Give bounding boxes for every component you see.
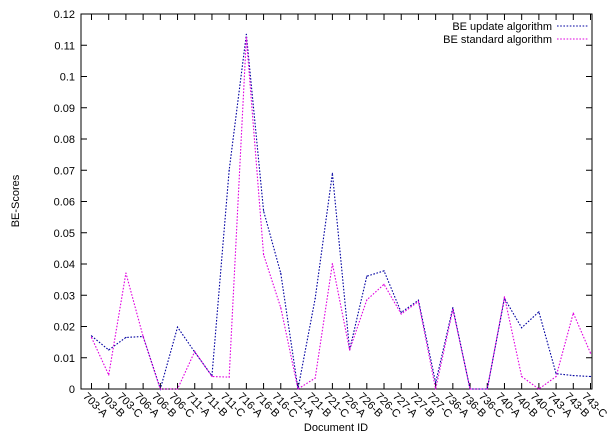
y-tick-label: 0.09	[54, 103, 75, 115]
series-1-point	[331, 172, 333, 174]
series-2-point	[349, 349, 351, 351]
y-tick-label: 0.01	[54, 353, 75, 365]
y-axis-title: BE-Scores	[10, 174, 22, 227]
y-tick-label: 0.03	[54, 290, 75, 302]
series-2-point	[452, 308, 454, 310]
series-2-point	[176, 388, 179, 390]
series-layer	[90, 33, 592, 391]
series-1-point	[417, 299, 420, 301]
series-1-point	[452, 307, 454, 309]
series-1-point	[383, 270, 385, 272]
series-2-point	[90, 336, 93, 339]
series-1-point	[589, 375, 592, 378]
series-2-point	[366, 299, 368, 301]
series-2-point	[108, 374, 110, 376]
series-2-point	[125, 272, 127, 274]
series-1-point	[435, 382, 437, 384]
series-2-point	[228, 376, 230, 378]
series-2-point	[331, 263, 333, 265]
series-line-2	[91, 37, 592, 390]
series-2-point	[314, 377, 316, 379]
y-tick-label: 0.1	[60, 72, 75, 84]
series-2-point	[521, 375, 523, 378]
series-2-point	[503, 296, 506, 298]
series-2-point	[572, 312, 574, 314]
series-2-point	[280, 307, 282, 309]
y-tick-label: 0.11	[54, 40, 75, 52]
series-2-point	[469, 388, 471, 390]
series-1-point	[176, 326, 179, 328]
series-1-point	[228, 169, 230, 171]
y-tick-label: 0.05	[54, 228, 75, 240]
y-tick-label: 0	[69, 384, 75, 396]
series-1-point	[262, 210, 265, 212]
series-1-point	[538, 311, 540, 313]
series-2-point	[589, 352, 592, 354]
series-2-point	[262, 254, 265, 256]
y-tick-label: 0.04	[54, 259, 75, 271]
plot-frame	[80, 13, 593, 390]
series-2-point	[194, 350, 196, 353]
series-2-point	[435, 388, 437, 390]
legend-label-2: BE standard algorithm	[443, 34, 552, 46]
series-line-1	[91, 34, 591, 391]
series-2-point	[159, 388, 161, 390]
x-axis-title: Document ID	[304, 422, 368, 434]
y-tick-label: 0.07	[54, 165, 75, 177]
series-2-point	[383, 283, 385, 285]
series-1-point	[125, 336, 127, 339]
series-2-point	[245, 36, 247, 39]
series-2-point	[417, 300, 420, 303]
x-axis: 703-A703-B703-C706-A706-B706-C711-A711-B…	[80, 14, 609, 420]
series-2-point	[538, 388, 540, 390]
y-tick-label: 0.06	[54, 197, 75, 209]
legend-label-1: BE update algorithm	[452, 21, 552, 33]
series-1-point	[366, 275, 368, 277]
series-1-point	[572, 374, 574, 377]
y-axis: 0 0.01 0.02 0.03 0.04 0.05 0.06 0.07 0.08 0.09 0.1…	[54, 9, 592, 396]
series-2-point	[297, 388, 299, 390]
y-tick-label: 0.08	[54, 134, 75, 146]
series-2-point	[400, 313, 402, 315]
series-1-point	[521, 327, 523, 329]
series-1-point	[280, 272, 282, 274]
y-tick-label: 0.02	[54, 322, 75, 334]
series-1-point	[108, 349, 110, 351]
series-1-point	[314, 297, 316, 299]
series-1-point	[245, 33, 247, 35]
y-tick-label: 0.12	[54, 9, 75, 21]
series-2-point	[555, 375, 557, 378]
series-2-point	[211, 375, 213, 378]
series-2-point	[142, 335, 144, 338]
series-1-point	[90, 335, 93, 337]
series-2-point	[486, 388, 488, 390]
